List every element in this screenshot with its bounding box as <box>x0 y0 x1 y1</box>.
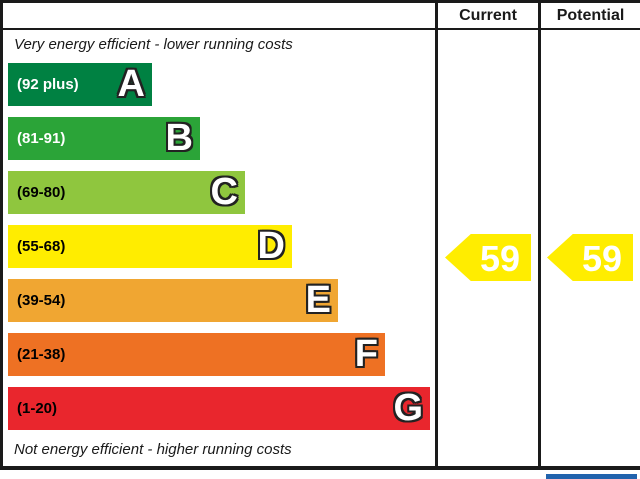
current-rating-value: 59 <box>479 238 521 279</box>
band-a: (92 plus) A <box>8 63 152 106</box>
band-d-range: (55-68) <box>17 238 66 255</box>
band-a-letter: A <box>117 63 145 105</box>
band-f-letter: F <box>354 333 378 375</box>
band-d-letter: D <box>257 225 285 267</box>
bottom-caption: Not energy efficient - higher running co… <box>14 441 292 458</box>
table-top-border <box>0 0 640 3</box>
potential-rating-value: 59 <box>581 238 623 279</box>
potential-column-header: Potential <box>556 7 625 24</box>
band-c-range: (69-80) <box>17 184 66 201</box>
band-f-range: (21-38) <box>17 346 66 363</box>
band-f: (21-38) F <box>8 333 385 376</box>
band-e-letter: E <box>305 279 331 321</box>
band-c-letter: C <box>210 171 238 213</box>
current-column-divider <box>435 0 438 470</box>
band-e: (39-54) E <box>8 279 338 322</box>
band-g-letter: G <box>393 387 423 429</box>
table-left-border <box>0 0 3 470</box>
header-divider <box>0 28 640 30</box>
band-b-letter: B <box>165 117 193 159</box>
band-b: (81-91) B <box>8 117 200 160</box>
table-bottom-border <box>0 466 640 470</box>
band-a-range: (92 plus) <box>17 76 79 93</box>
band-e-range: (39-54) <box>17 292 66 309</box>
band-g-range: (1-20) <box>17 400 58 417</box>
band-c: (69-80) C <box>8 171 245 214</box>
potential-column-divider <box>538 0 541 470</box>
current-rating-arrow: 59 <box>445 234 531 281</box>
band-b-range: (81-91) <box>17 130 66 147</box>
top-caption: Very energy efficient - lower running co… <box>14 36 293 53</box>
potential-rating-arrow: 59 <box>547 234 633 281</box>
current-column-header: Current <box>459 7 517 24</box>
partial-blue-element <box>546 474 637 479</box>
band-g: (1-20) G <box>8 387 430 430</box>
band-d: (55-68) D <box>8 225 292 268</box>
